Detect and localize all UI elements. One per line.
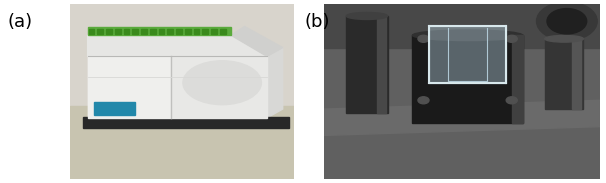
Ellipse shape <box>346 12 388 19</box>
Bar <box>185 29 190 34</box>
Bar <box>88 29 95 34</box>
Bar <box>511 35 523 123</box>
Bar <box>346 16 388 113</box>
Bar <box>159 29 164 34</box>
Bar <box>98 29 103 34</box>
Bar <box>176 29 182 34</box>
Bar <box>83 117 290 128</box>
Circle shape <box>418 35 429 42</box>
Bar <box>115 29 121 34</box>
Polygon shape <box>324 100 600 135</box>
Bar <box>106 29 112 34</box>
Bar <box>572 39 581 109</box>
Polygon shape <box>267 48 282 118</box>
Bar <box>88 27 231 35</box>
Circle shape <box>506 97 518 104</box>
Bar <box>95 102 135 115</box>
Polygon shape <box>88 56 267 118</box>
Bar <box>141 29 147 34</box>
Polygon shape <box>70 4 294 109</box>
Bar <box>429 27 506 83</box>
Bar <box>413 35 523 123</box>
Bar <box>261 56 278 100</box>
Bar <box>194 29 199 34</box>
Bar <box>150 29 156 34</box>
Polygon shape <box>88 35 267 56</box>
Bar <box>133 29 138 34</box>
Bar <box>202 29 208 34</box>
Text: (b): (b) <box>305 13 330 31</box>
Polygon shape <box>171 56 267 118</box>
Polygon shape <box>70 106 294 179</box>
Bar <box>324 4 600 48</box>
Bar <box>167 29 173 34</box>
Ellipse shape <box>413 30 523 41</box>
Circle shape <box>418 97 429 104</box>
Bar <box>124 29 129 34</box>
Bar <box>220 29 225 34</box>
Circle shape <box>506 35 518 42</box>
Ellipse shape <box>545 36 584 42</box>
Polygon shape <box>88 56 171 118</box>
Ellipse shape <box>183 61 261 105</box>
Bar <box>211 29 217 34</box>
Circle shape <box>536 2 597 41</box>
Polygon shape <box>231 27 282 56</box>
Bar <box>376 16 386 113</box>
Text: (a): (a) <box>7 13 32 31</box>
Bar <box>545 39 584 109</box>
Circle shape <box>547 9 587 34</box>
